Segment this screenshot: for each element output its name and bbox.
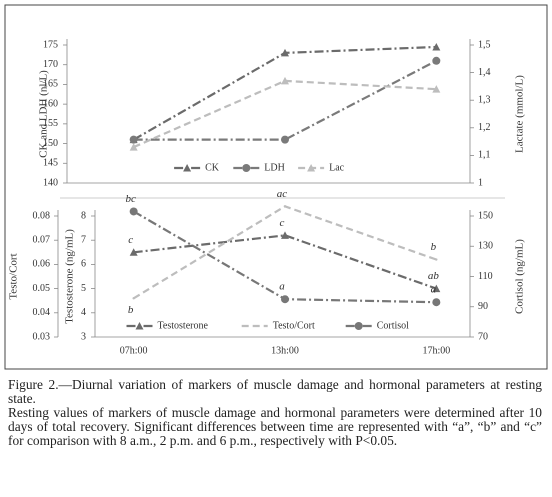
data-point [281,48,289,57]
y2ticks-label: 150 [478,210,493,221]
legend-marker [242,164,251,172]
yticks-label: 155 [43,118,58,129]
y2ticks-label: 1,5 [478,39,491,50]
data-point [432,85,441,93]
yticks-label: 160 [43,98,58,109]
figure: 140 145 150 155 160 165 170 175 1 1,1 1,2 1,3 1,4 1,5… [4,4,548,370]
yticks-label: 5 [81,283,86,294]
y3-axis-title: Testo/Cort [8,253,20,299]
data-point [432,56,441,65]
x-tick-label: 07h:00 [120,345,148,356]
y2ticks-label: 1 [478,177,483,188]
data-point [281,295,289,304]
y2ticks-label: 70 [478,331,488,342]
data-point [129,207,138,216]
series-line [133,45,437,141]
x-tick-label: 13h:00 [271,345,299,356]
data-point [281,135,289,144]
y2-axis-title: Cortisol (ng/mL) [514,239,526,314]
y2ticks-label: 1,2 [478,122,491,133]
data-point [281,76,289,85]
series-line [133,210,437,304]
x-tick-label: 17h:00 [422,345,450,356]
y-axis-title: Testosterone (ng/mL) [64,229,76,324]
y2ticks-label: 1,4 [478,67,491,78]
data-point [432,284,441,293]
figure-frame [4,4,548,370]
legend-label: CK [205,162,220,173]
yticks-label: 4 [81,307,86,318]
yticks-label: 150 [43,138,58,149]
data-point [132,297,135,300]
yticks-label: 170 [43,59,58,70]
data-point [129,143,138,151]
legend-label: Testo/Cort [273,320,315,331]
legend-label: Lac [329,162,345,173]
annotation: a [431,284,437,296]
y2ticks-label: 1,3 [478,94,491,105]
y2-axis-title: Lactate (mmol/L) [514,75,526,153]
data-point [432,298,441,307]
data-point [435,258,438,261]
data-point [129,135,138,144]
legend-marker [307,164,316,172]
annotation: ab [428,270,440,282]
yticks-label: 165 [43,79,58,90]
y-axis-title: CK and LDH (nl/L) [38,70,50,158]
y2ticks-label: 110 [478,271,493,282]
annotation: a [279,281,285,293]
y3ticks-label: 0.04 [33,307,51,318]
y3ticks-label: 0.03 [33,331,51,342]
yticks-label: 7 [81,234,86,245]
annotation: c [128,234,133,246]
y3ticks-label: 0.07 [33,234,51,245]
y2ticks-label: 130 [478,241,493,252]
annotation: bc [125,193,136,205]
legend-marker [135,322,144,330]
yticks-label: 6 [81,259,86,270]
data-point [432,42,441,51]
y2ticks-label: 90 [478,301,488,312]
yticks-label: 3 [81,331,86,342]
y3ticks-label: 0.06 [33,259,51,270]
legend-marker [354,322,363,330]
y3ticks-label: 0.08 [33,210,51,221]
yticks-label: 140 [43,177,58,188]
series-line [133,205,437,300]
yticks-label: 145 [43,158,58,169]
caption-title: Figure 2.—Diurnal variation of markers o… [8,377,542,406]
y3ticks-label: 0.05 [33,283,51,294]
legend-label: LDH [264,162,285,173]
yticks-label: 8 [81,210,86,221]
legend-label: Cortisol [377,320,409,331]
legend-marker [183,164,192,172]
annotation: b [431,241,437,253]
yticks-label: 175 [43,39,58,50]
data-point [281,231,289,239]
annotation: c [280,217,285,229]
caption: Figure 2.—Diurnal variation of markers o… [8,378,542,448]
data-point [283,205,287,208]
series-line [133,234,437,290]
caption-body: Resting values of markers of muscle dama… [8,405,542,448]
y2ticks-label: 1,1 [478,150,491,161]
data-point [129,248,138,256]
annotation: b [128,304,134,316]
legend-label: Testosterone [158,320,209,331]
annotation: ac [277,188,288,200]
